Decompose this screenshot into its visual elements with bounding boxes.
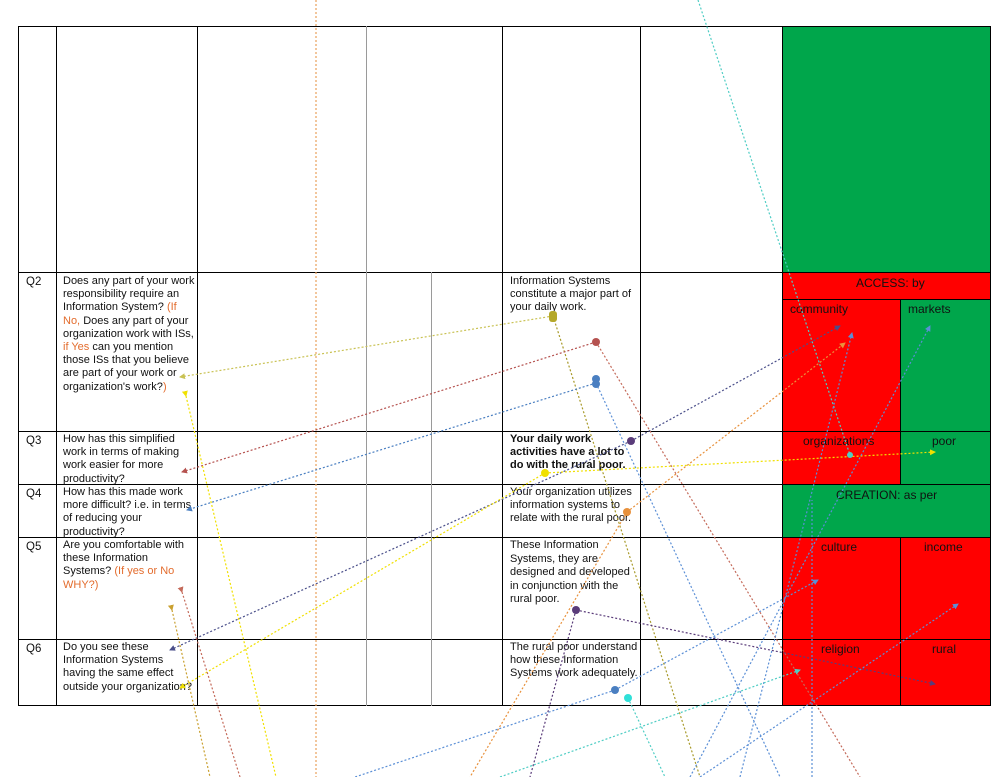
column-divider — [640, 26, 641, 706]
column-divider — [782, 26, 783, 706]
table-border — [18, 705, 990, 706]
community-block — [782, 299, 900, 484]
question-id: Q6 — [26, 643, 42, 655]
rural-label: rural — [932, 642, 957, 656]
culture-label: culture — [821, 540, 858, 554]
statement-text: Your daily work activities have a lot to… — [510, 433, 626, 472]
connector-line — [179, 472, 546, 689]
connector-line — [627, 697, 666, 777]
culture-religion-block — [782, 537, 990, 706]
block-separator — [900, 537, 901, 706]
connector-endpoint — [624, 694, 632, 702]
column-divider — [990, 26, 991, 706]
connector-line — [181, 390, 277, 777]
question-text: Does any part of your work responsibilit… — [63, 275, 195, 394]
statement-text: Information Systems constitute a major p… — [510, 275, 632, 314]
question-text-run: (If yes or No WHY?) — [63, 565, 175, 591]
markets-block — [900, 299, 990, 431]
block-separator — [900, 299, 901, 484]
connector-endpoint — [592, 375, 600, 383]
row-divider — [18, 639, 990, 640]
table-border — [18, 26, 990, 27]
column-divider — [197, 26, 198, 706]
connector-line — [499, 668, 801, 777]
question-id: Q5 — [26, 541, 42, 553]
question-text-run: if Yes — [63, 341, 93, 354]
poor-label: poor — [932, 434, 957, 448]
markets-label: markets — [908, 302, 951, 316]
question-id: Q2 — [26, 276, 42, 288]
question-text: How has this made work more difficult? i… — [63, 486, 195, 539]
question-id: Q3 — [26, 435, 42, 447]
question-text-run: ) — [162, 380, 167, 393]
connector-endpoint — [592, 338, 600, 346]
religion-label: religion — [821, 642, 860, 656]
question-text: Are you comfortable with these Informati… — [63, 539, 195, 592]
creation-label: CREATION: as per — [836, 488, 938, 502]
community-label: community — [790, 302, 849, 316]
question-text-run: Are you comfortable with these Informati… — [63, 539, 185, 578]
column-divider — [18, 26, 19, 706]
connector-endpoint — [572, 606, 580, 614]
top-green-block — [782, 26, 990, 272]
question-text-run: Does any part of your organization work … — [63, 314, 194, 340]
connector-line — [529, 609, 577, 777]
block-separator — [782, 299, 990, 300]
question-text-run: Do you see these Information Systems hav… — [63, 641, 193, 693]
organizations-label: organizations — [803, 434, 875, 448]
column-divider — [502, 26, 503, 706]
row-divider — [18, 431, 990, 432]
question-text: Do you see these Information Systems hav… — [63, 641, 195, 694]
question-text: How has this simplified work in terms of… — [63, 433, 195, 486]
column-divider — [431, 272, 432, 706]
row-divider — [18, 272, 990, 273]
column-divider — [366, 26, 367, 706]
connector-line — [354, 689, 616, 777]
question-text-run: (If No, — [63, 301, 177, 327]
access-label: ACCESS: by — [856, 276, 925, 290]
connector-endpoint — [611, 686, 619, 694]
statement-text: The rural poor understand how these Info… — [510, 641, 638, 680]
question-text-run: How has this made work more difficult? i… — [63, 486, 192, 538]
income-label: income — [924, 540, 963, 554]
question-id: Q4 — [26, 488, 42, 500]
column-divider — [56, 26, 57, 706]
question-text-run: How has this simplified work in terms of… — [63, 433, 180, 485]
question-text-run: can you mention those ISs that you belie… — [63, 341, 189, 393]
statement-text: These Information Systems, they are desi… — [510, 539, 630, 606]
connector-endpoint — [592, 380, 600, 388]
question-text-run: Does any part of your work responsibilit… — [63, 275, 195, 314]
statement-text: Your organization utilizes information s… — [510, 486, 632, 525]
